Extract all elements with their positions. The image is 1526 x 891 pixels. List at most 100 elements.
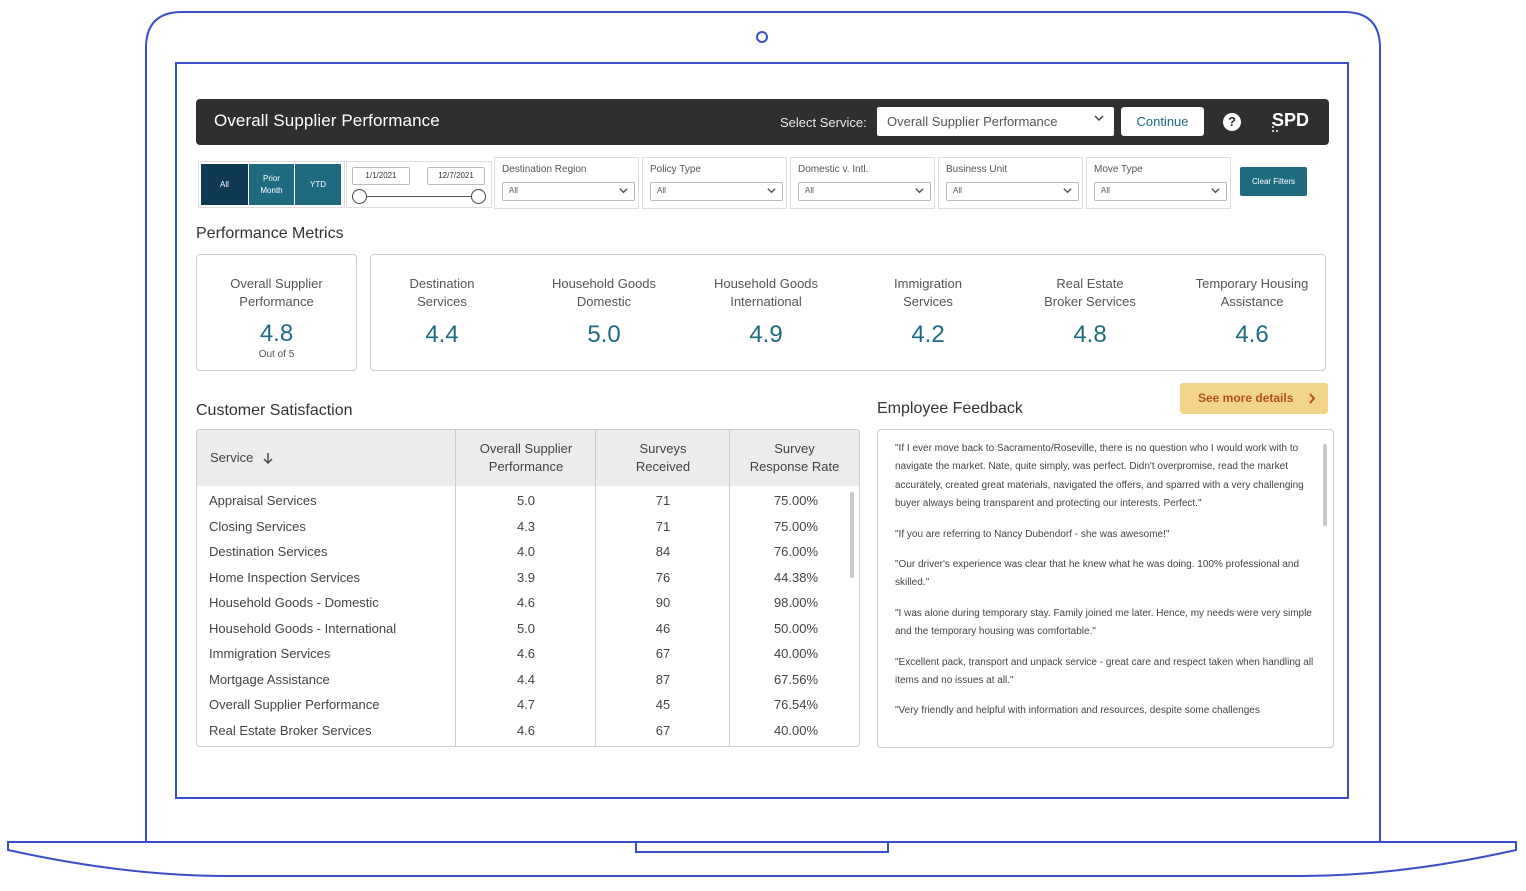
help-icon[interactable]: ? [1223, 113, 1241, 131]
table-row[interactable]: Household Goods - Domestic 4.6 90 98.00% [197, 591, 849, 616]
filter-label: Move Type [1094, 164, 1143, 175]
filter-value: All [953, 186, 962, 195]
date-slider-end-handle[interactable] [471, 189, 486, 204]
logo-dots-icon [1272, 122, 1278, 132]
business-unit-filter: Business Unit All [938, 157, 1083, 209]
table-row[interactable]: Destination Services 4.0 84 76.00% [197, 540, 849, 565]
cell-surveys: 84 [655, 544, 671, 559]
period-prior-month-button[interactable]: Prior Month [249, 164, 294, 205]
cell-surveys: 87 [655, 672, 671, 687]
metric-label: Destination Services [409, 276, 475, 309]
table-row[interactable]: Household Goods - International 5.0 46 5… [197, 617, 849, 642]
chevron-down-icon [767, 188, 776, 194]
metric-label: Immigration Services [894, 276, 962, 309]
chevron-right-icon [1309, 393, 1316, 404]
cell-response-rate: 76.54% [773, 697, 819, 712]
clear-filters-button[interactable]: Clear Filters [1240, 167, 1307, 196]
end-date-input[interactable]: 12/7/2021 [427, 167, 485, 185]
metric-value: 4.6 [1235, 321, 1269, 348]
column-header-service[interactable]: Service [197, 430, 455, 486]
cell-service: Immigration Services [209, 646, 331, 661]
cell-performance: 3.9 [516, 570, 536, 585]
move-type-select[interactable]: All [1094, 182, 1227, 201]
chevron-down-icon [1211, 188, 1220, 194]
page-title: Overall Supplier Performance [214, 111, 440, 130]
continue-button[interactable]: Continue [1121, 107, 1204, 136]
table-row[interactable]: Closing Services 4.3 71 75.00% [197, 515, 849, 540]
column-header-label: Surveys Received [635, 441, 691, 474]
filter-label: Destination Region [502, 164, 587, 175]
table-scrollbar[interactable] [850, 492, 854, 578]
metric-label: Overall Supplier Performance [230, 276, 323, 309]
see-more-label: See more details [1198, 391, 1294, 405]
chevron-down-icon [1094, 115, 1104, 122]
filter-label: Domestic v. Intl. [798, 164, 869, 175]
table-row[interactable]: Home Inspection Services 3.9 76 44.38% [197, 566, 849, 591]
filter-value: All [805, 186, 814, 195]
table-row[interactable]: Appraisal Services 5.0 71 75.00% [197, 489, 849, 514]
cell-surveys: 71 [655, 493, 671, 508]
table-row[interactable]: Overall Supplier Performance 4.7 45 76.5… [197, 693, 849, 718]
policy-type-select[interactable]: All [650, 182, 783, 201]
metric-value: 4.9 [749, 321, 783, 348]
customer-satisfaction-table: Service Overall Supplier Performance Sur… [196, 429, 860, 747]
cell-performance: 4.6 [516, 646, 536, 661]
see-more-details-button[interactable]: See more details [1180, 383, 1328, 414]
column-header-label: Service [210, 450, 254, 465]
date-slider-track[interactable] [359, 196, 477, 197]
metric-value: 4.8 [259, 320, 294, 347]
filter-value: All [657, 186, 666, 195]
feedback-scrollbar[interactable] [1323, 444, 1327, 526]
metric-household-goods-international: Household Goods International 4.9 [691, 275, 841, 349]
metric-label: Household Goods International [713, 276, 819, 309]
cell-performance: 4.3 [516, 519, 536, 534]
cell-surveys: 71 [655, 519, 671, 534]
metric-value: 4.4 [425, 321, 459, 348]
filter-label: Business Unit [946, 164, 1008, 175]
domestic-intl-select[interactable]: All [798, 182, 931, 201]
date-slider-start-handle[interactable] [352, 189, 367, 204]
date-range-filter: 1/1/2021 12/7/2021 [346, 161, 492, 208]
spd-logo: SPD [1272, 110, 1310, 130]
metric-value: 5.0 [587, 321, 621, 348]
feedback-quote: "Excellent pack, transport and unpack se… [895, 656, 1314, 687]
cell-service: Household Goods - Domestic [209, 595, 379, 610]
column-header-surveys[interactable]: Surveys Received [596, 430, 730, 486]
table-row[interactable]: Mortgage Assistance 4.4 87 67.56% [197, 668, 849, 693]
cell-response-rate: 98.00% [773, 595, 819, 610]
cell-performance: 4.6 [516, 595, 536, 610]
cell-performance: 4.6 [516, 723, 536, 738]
cell-surveys: 67 [655, 646, 671, 661]
filter-value: All [509, 186, 518, 195]
filter-label: Policy Type [650, 164, 701, 175]
table-row[interactable]: Immigration Services 4.6 67 40.00% [197, 642, 849, 667]
cell-response-rate: 44.38% [773, 570, 819, 585]
period-all-button[interactable]: All [201, 164, 248, 205]
feedback-quote: "If you are referring to Nancy Dubendorf… [895, 528, 1170, 540]
cell-service: Appraisal Services [209, 493, 317, 508]
cell-service: Destination Services [209, 544, 328, 559]
metric-destination-services: Destination Services 4.4 [367, 275, 517, 349]
filter-value: All [1101, 186, 1110, 195]
cell-surveys: 46 [655, 621, 671, 636]
business-unit-select[interactable]: All [946, 182, 1079, 201]
chevron-down-icon [915, 188, 924, 194]
service-select-value: Overall Supplier Performance [887, 114, 1058, 129]
chevron-down-icon [619, 188, 628, 194]
cell-performance: 4.7 [516, 697, 536, 712]
column-header-response-rate[interactable]: Survey Response Rate [730, 430, 859, 486]
column-header-performance[interactable]: Overall Supplier Performance [456, 430, 596, 486]
cell-surveys: 90 [655, 595, 671, 610]
feedback-quote: "Our driver's experience was clear that … [895, 559, 1300, 589]
cell-response-rate: 50.00% [773, 621, 819, 636]
feedback-quote: "If I ever move back to Sacramento/Rosev… [895, 443, 1304, 510]
cell-response-rate: 67.56% [773, 672, 819, 687]
table-row[interactable]: Real Estate Broker Services 4.6 67 40.00… [197, 719, 849, 744]
destination-region-select[interactable]: All [502, 182, 635, 201]
service-select[interactable]: Overall Supplier Performance [877, 107, 1114, 136]
start-date-input[interactable]: 1/1/2021 [352, 167, 410, 185]
period-ytd-button[interactable]: YTD [295, 164, 341, 205]
cell-service: Closing Services [209, 519, 306, 534]
overall-performance-card: Overall Supplier Performance 4.8 Out of … [196, 254, 357, 371]
